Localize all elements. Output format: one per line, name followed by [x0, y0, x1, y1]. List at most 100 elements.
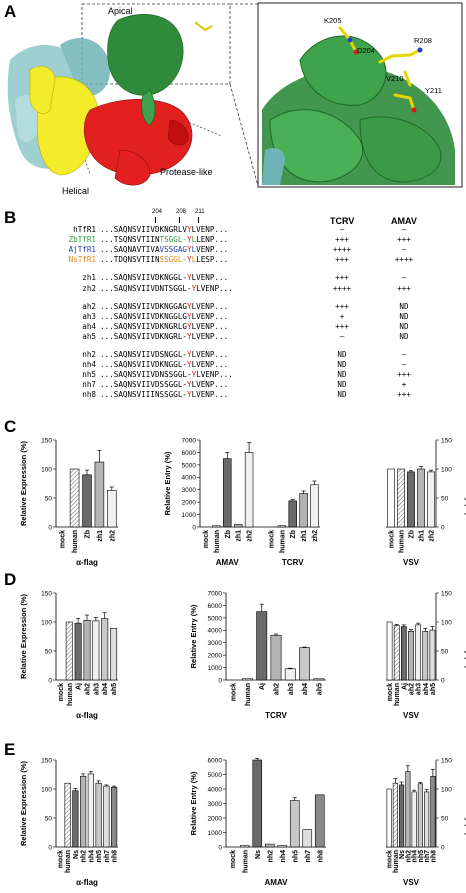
- category-label: Aj: [259, 683, 266, 690]
- tcrv-score: ND: [337, 380, 347, 390]
- bar: [417, 783, 423, 848]
- bar: [313, 678, 325, 681]
- category-label: human: [65, 850, 72, 873]
- amav-score: –: [401, 225, 407, 234]
- category-label: ah2: [85, 683, 92, 695]
- category-label: zh1: [301, 530, 308, 542]
- category-label: zh2: [429, 530, 436, 542]
- panel-label-b: B: [4, 208, 17, 227]
- tcrv-score: ++++: [332, 245, 352, 255]
- category-label: human: [242, 850, 249, 873]
- category-label: ah4: [423, 683, 430, 695]
- group-label: TCRV: [282, 558, 304, 567]
- category-label: Zb: [290, 530, 297, 539]
- y-tick-label: 50: [441, 648, 449, 655]
- category-label: zh2: [109, 530, 116, 542]
- apical-label: Apical: [108, 6, 133, 16]
- y-tick-label: 0: [48, 677, 52, 684]
- category-label: zh2: [312, 530, 319, 542]
- alignment-sequence: ...SAQNSVIIVDKNGGL-YLVENP...: [100, 273, 229, 283]
- bar: [223, 458, 232, 528]
- bar: [111, 786, 118, 848]
- alignment-name: ah3: [82, 311, 96, 321]
- category-label: mock: [231, 683, 238, 701]
- category-label: nh2: [81, 850, 88, 863]
- y-axis-label: Relative Entry (%): [189, 771, 198, 835]
- position-208: 208: [176, 209, 187, 215]
- bar: [239, 845, 250, 848]
- category-label: ah3: [416, 683, 423, 695]
- y-tick-label: 5000: [182, 462, 197, 469]
- tcrv-score: +++: [335, 235, 349, 245]
- category-label: nh7: [305, 850, 312, 863]
- y-tick-label: 6000: [208, 757, 223, 764]
- y-tick-label: 150: [41, 757, 52, 764]
- tcrv-score: +: [339, 311, 345, 321]
- category-label: zh1: [236, 530, 243, 542]
- protein-structure-figure: [7, 2, 463, 188]
- y-tick-label: 5000: [208, 615, 223, 622]
- category-label: nh8: [317, 850, 324, 863]
- bar: [83, 619, 91, 681]
- bar: [408, 630, 414, 681]
- amav-score: –: [401, 360, 407, 370]
- amav-score: –: [401, 350, 407, 359]
- y-axis-label: Relative Entry (%): [189, 604, 198, 668]
- y-axis-label: Relative Expression (%): [19, 440, 28, 526]
- bar: [392, 782, 398, 848]
- y-tick-label: 1000: [182, 512, 197, 519]
- y-tick-label: 100: [441, 619, 452, 626]
- residue-d204: D204: [357, 46, 375, 55]
- y-tick-label: 4000: [208, 786, 223, 793]
- y-tick-label: 1000: [208, 665, 223, 672]
- tcrv-score: +++: [335, 321, 349, 331]
- position-211: 211: [195, 209, 205, 215]
- bar: [82, 474, 92, 528]
- y-tick-label: 7000: [208, 590, 223, 597]
- residue-r208: R208: [414, 36, 432, 45]
- y-tick-label: 150: [441, 590, 452, 597]
- y-tick-label: 3000: [182, 487, 197, 494]
- tcrv-score: –: [339, 331, 345, 341]
- alignment-name: ah4: [82, 321, 96, 331]
- bar: [64, 782, 71, 848]
- y-tick-label: 100: [41, 786, 52, 793]
- protease-label: Protease-like: [160, 167, 213, 177]
- bar: [244, 452, 254, 528]
- bar: [270, 634, 282, 681]
- bar: [256, 611, 268, 681]
- y-axis-label: Relative Entry (%): [464, 452, 466, 516]
- alignment-sequence: ...SAQNSVIIVDNSSGGL-YLVENP...: [100, 370, 233, 380]
- category-label: nh4: [88, 850, 95, 863]
- y-axis-label: Relative Entry (%): [163, 451, 172, 515]
- tcrv-score: –: [339, 225, 345, 234]
- bar: [427, 471, 435, 528]
- bar: [277, 525, 287, 528]
- category-label: mock: [58, 683, 65, 701]
- group-label: AMAV: [216, 558, 240, 567]
- bar: [103, 785, 110, 848]
- tcrv-score: ND: [337, 360, 347, 370]
- bar: [288, 500, 297, 528]
- y-tick-label: 3000: [208, 640, 223, 647]
- alignment-name: NsTfR1: [68, 255, 96, 265]
- y-tick-label: 0: [48, 524, 52, 531]
- category-label: nh8: [112, 850, 119, 863]
- alignment-sequence: ...TDQNSVTIINSSGGL-YLLESP...: [100, 255, 229, 265]
- bar: [411, 791, 417, 848]
- category-label: human: [393, 850, 400, 873]
- alignment-name: nh4: [82, 360, 96, 370]
- tcrv-score: ND: [337, 370, 347, 380]
- category-label: human: [214, 530, 221, 553]
- alignment-name: nh5: [82, 370, 96, 380]
- category-label: human: [399, 530, 406, 553]
- y-tick-label: 0: [441, 844, 445, 851]
- alignment-sequence: ...SAQNSVIIVDNTSGGL-YLVENP...: [100, 283, 233, 293]
- category-label: ah3: [93, 683, 100, 695]
- bar: [299, 647, 311, 681]
- y-tick-label: 2000: [208, 653, 223, 660]
- bar: [393, 625, 400, 681]
- header-amav: AMAV: [391, 216, 417, 226]
- bar: [417, 468, 425, 528]
- tcrv-score: +++: [335, 273, 349, 283]
